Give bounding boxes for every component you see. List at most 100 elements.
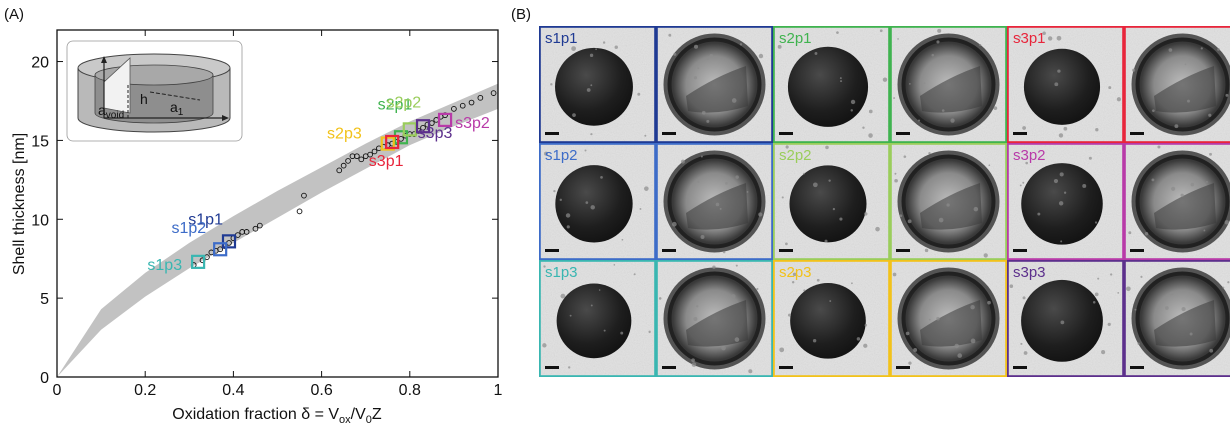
x-axis-label: Oxidation fraction δ = Vox/V0Z <box>172 406 382 424</box>
data-point <box>420 124 426 131</box>
inset-a1-main: a <box>170 99 178 115</box>
marker-s1p2 <box>213 242 228 257</box>
data-point <box>336 167 343 174</box>
x-axis-label-suffix: Z <box>372 406 382 423</box>
label-s1p2: s1p2 <box>171 220 206 237</box>
micrograph-s2p1-pristine <box>773 25 891 143</box>
cell-border <box>1007 259 1125 377</box>
cell-border <box>773 259 891 377</box>
x-axis-label-mid: /V <box>351 406 366 423</box>
data-point <box>442 112 448 119</box>
data-point <box>468 99 475 106</box>
marker-s2p3 <box>380 136 395 151</box>
cell-border <box>1124 142 1230 260</box>
scale-bar <box>1130 366 1144 369</box>
scale-bar <box>1013 249 1027 252</box>
micrograph-s1p2-pristine <box>539 142 657 260</box>
label-s3p1: s3p1 <box>369 153 404 170</box>
x-tick-label: 1 <box>494 382 503 399</box>
plot-frame <box>56 29 499 378</box>
data-point <box>367 151 373 158</box>
label-s1p1: s1p1 <box>188 211 223 228</box>
inset-a-void-sub: void <box>106 110 124 121</box>
cell-border <box>539 259 657 377</box>
marker-s3p3 <box>415 119 431 134</box>
cell-border <box>890 259 1008 377</box>
label-s2p3: s2p3 <box>327 126 362 143</box>
micrograph-s2p3-oxidized <box>890 259 1008 377</box>
data-point <box>459 102 466 109</box>
data-point <box>340 162 347 169</box>
micrograph-s2p2-oxidized <box>890 142 1008 260</box>
y-tick-label: 15 <box>31 133 49 150</box>
x-axis-label-sub2: 0 <box>366 414 372 424</box>
cell-border <box>890 25 1008 143</box>
model-band <box>57 83 498 377</box>
cell-label-s1p2: s1p2 <box>545 147 578 164</box>
scale-bar <box>662 249 676 252</box>
data-point <box>490 90 497 96</box>
data-point <box>451 106 457 112</box>
inset-a1-sub: 1 <box>178 107 184 118</box>
data-point <box>371 148 378 155</box>
scale-bar <box>1013 132 1027 135</box>
micrograph-grid: s1p1 s2p1 s3p1 s1p2 s2p2 s3p2 s1p3 s2p3 s3p3 <box>539 25 1230 377</box>
scale-bar <box>1130 132 1144 135</box>
inset-label-a1: a1 <box>170 99 184 118</box>
inset-cylinder-diagram: avoid h a1 <box>66 40 243 142</box>
micrograph-s1p3-oxidized <box>656 259 774 377</box>
micrograph-s1p3-pristine <box>539 259 657 377</box>
data-point <box>296 208 303 215</box>
y-tick-label: 5 <box>40 291 49 308</box>
marker-s1p3 <box>191 254 206 269</box>
marker-s3p1 <box>385 134 400 150</box>
scale-bar <box>779 249 793 252</box>
cell-border <box>773 25 891 143</box>
cell-label-s3p1: s3p1 <box>1013 30 1046 47</box>
inset-a-void-main: a <box>98 102 106 118</box>
marker-s3p2 <box>437 112 453 128</box>
micrograph-s2p3-pristine <box>773 259 891 377</box>
data-point <box>257 222 263 229</box>
marker-s1p1 <box>221 234 237 249</box>
scale-bar <box>896 366 910 369</box>
cell-border <box>656 25 774 143</box>
x-tick-label: 0.8 <box>399 382 421 399</box>
data-point <box>345 158 351 164</box>
inset-label-h: h <box>140 91 148 107</box>
scale-bar <box>779 366 793 369</box>
cell-label-s1p3: s1p3 <box>545 264 578 281</box>
cell-label-s2p3: s2p3 <box>779 264 812 281</box>
data-point <box>358 156 365 163</box>
cell-label-s1p1: s1p1 <box>545 30 578 47</box>
scale-bar <box>1013 366 1027 369</box>
data-point <box>243 229 250 235</box>
cell-border <box>1124 25 1230 143</box>
micrograph-s3p3-pristine <box>1007 259 1125 377</box>
label-s2p2: s2p2 <box>386 94 421 111</box>
data-point <box>252 225 259 232</box>
label-s3p2: s3p2 <box>455 115 490 132</box>
scale-bar <box>662 132 676 135</box>
cell-border <box>1124 259 1230 377</box>
label-s2p1: s2p1 <box>378 96 413 113</box>
cell-border <box>656 142 774 260</box>
cell-label-s2p2: s2p2 <box>779 147 812 164</box>
label-s3p3: s3p3 <box>418 125 453 142</box>
x-axis-label-sub1: ox <box>339 414 351 424</box>
micrograph-s3p3-oxidized <box>1124 259 1230 377</box>
cell-label-s3p2: s3p2 <box>1013 147 1046 164</box>
micrograph-s1p1-oxidized <box>656 25 774 143</box>
micrograph-s2p2-pristine <box>773 142 891 260</box>
y-tick-label: 0 <box>40 370 49 387</box>
x-tick-label: 0.6 <box>310 382 332 399</box>
y-axis-label: Shell thickness [nm] <box>11 133 28 275</box>
cell-border <box>539 142 657 260</box>
scale-bar <box>896 132 910 135</box>
micrograph-s3p2-pristine <box>1007 142 1125 260</box>
cell-border <box>539 25 657 143</box>
x-tick-label: 0 <box>53 382 62 399</box>
scale-bar <box>662 366 676 369</box>
